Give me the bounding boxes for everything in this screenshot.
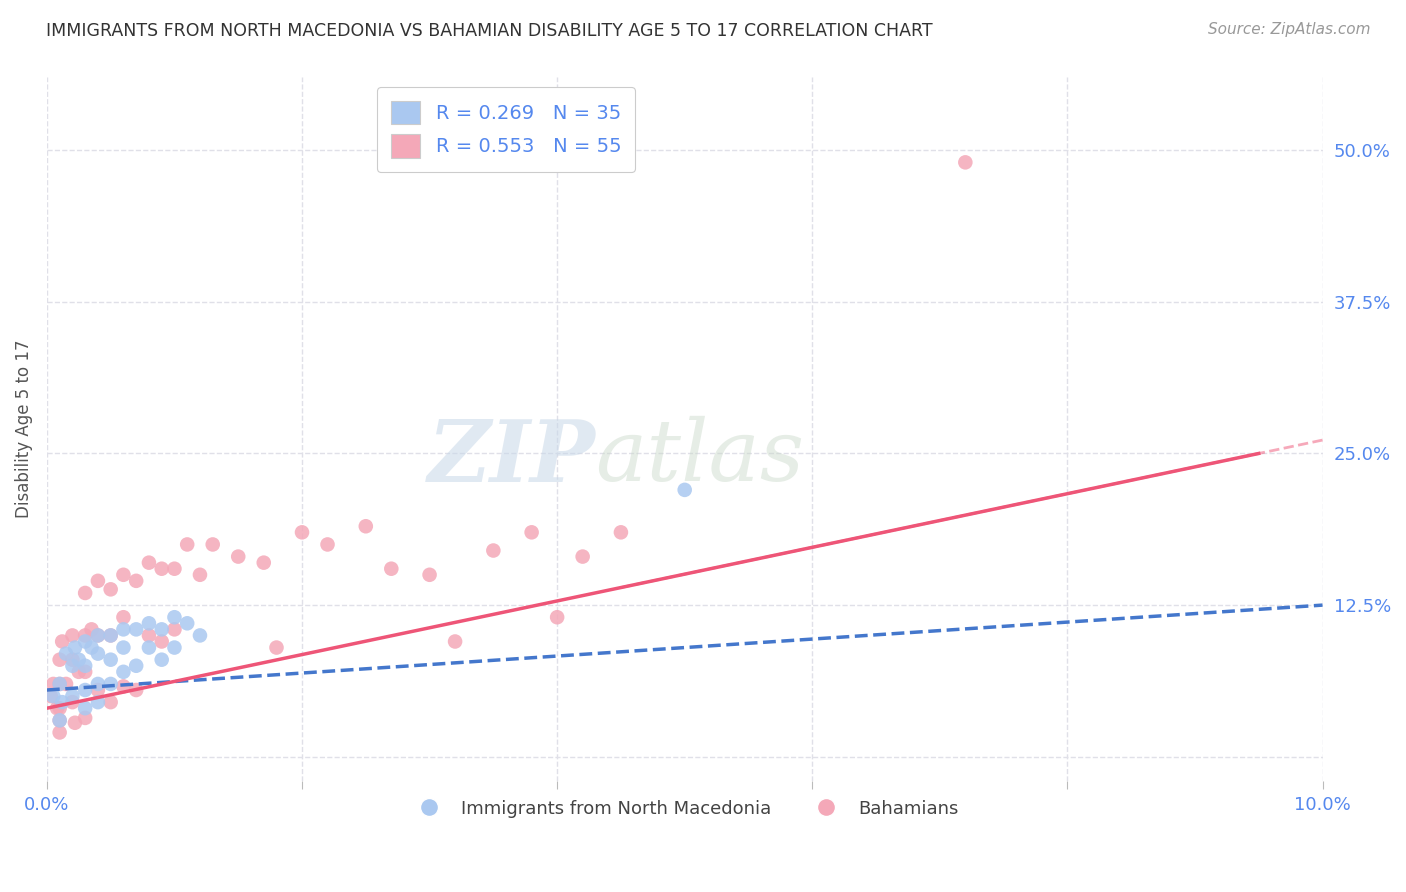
Point: [112, 665, 135, 679]
Point: [48, 701, 70, 715]
Point: [125, 683, 148, 698]
Point: [546, 610, 568, 624]
Point: [188, 567, 211, 582]
Point: [138, 640, 160, 655]
Point: [673, 483, 696, 497]
Point: [87, 647, 110, 661]
Point: [100, 628, 122, 642]
Point: [48, 714, 70, 728]
Point: [75, 665, 97, 679]
Point: [87, 628, 110, 642]
Text: atlas: atlas: [595, 416, 804, 499]
Point: [125, 574, 148, 588]
Point: [380, 562, 402, 576]
Point: [75, 634, 97, 648]
Text: ZIP: ZIP: [427, 416, 595, 500]
Y-axis label: Disability Age 5 to 17: Disability Age 5 to 17: [15, 340, 32, 518]
Point: [48, 714, 70, 728]
Point: [112, 567, 135, 582]
Point: [87, 677, 110, 691]
Point: [112, 679, 135, 693]
Point: [226, 549, 249, 564]
Point: [67, 653, 90, 667]
Point: [87, 628, 110, 642]
Point: [176, 537, 198, 551]
Point: [80, 640, 103, 655]
Point: [60, 689, 83, 703]
Point: [163, 562, 186, 576]
Text: IMMIGRANTS FROM NORTH MACEDONIA VS BAHAMIAN DISABILITY AGE 5 TO 17 CORRELATION C: IMMIGRANTS FROM NORTH MACEDONIA VS BAHAM…: [46, 22, 934, 40]
Point: [150, 623, 173, 637]
Point: [112, 610, 135, 624]
Point: [138, 628, 160, 642]
Point: [60, 653, 83, 667]
Point: [291, 525, 314, 540]
Point: [63, 715, 86, 730]
Point: [51, 695, 73, 709]
Point: [75, 658, 97, 673]
Point: [163, 610, 186, 624]
Point: [520, 525, 543, 540]
Point: [55, 647, 77, 661]
Point: [125, 623, 148, 637]
Point: [955, 155, 977, 169]
Point: [266, 640, 288, 655]
Point: [163, 640, 186, 655]
Point: [150, 653, 173, 667]
Point: [87, 683, 110, 698]
Point: [75, 711, 97, 725]
Point: [176, 616, 198, 631]
Point: [48, 725, 70, 739]
Point: [55, 677, 77, 691]
Legend: Immigrants from North Macedonia, Bahamians: Immigrants from North Macedonia, Bahamia…: [404, 792, 966, 825]
Point: [80, 623, 103, 637]
Point: [482, 543, 505, 558]
Point: [125, 658, 148, 673]
Point: [51, 634, 73, 648]
Point: [39, 689, 62, 703]
Point: [60, 695, 83, 709]
Point: [42, 677, 65, 691]
Point: [46, 701, 69, 715]
Point: [188, 628, 211, 642]
Point: [100, 582, 122, 597]
Point: [112, 623, 135, 637]
Text: Source: ZipAtlas.com: Source: ZipAtlas.com: [1208, 22, 1371, 37]
Point: [48, 677, 70, 691]
Point: [201, 537, 224, 551]
Point: [87, 695, 110, 709]
Point: [100, 695, 122, 709]
Point: [150, 562, 173, 576]
Point: [100, 628, 122, 642]
Point: [60, 658, 83, 673]
Point: [419, 567, 441, 582]
Point: [48, 677, 70, 691]
Point: [42, 689, 65, 703]
Point: [100, 677, 122, 691]
Point: [610, 525, 633, 540]
Point: [48, 653, 70, 667]
Point: [112, 640, 135, 655]
Point: [150, 634, 173, 648]
Point: [571, 549, 593, 564]
Point: [444, 634, 467, 648]
Point: [253, 556, 276, 570]
Point: [60, 628, 83, 642]
Point: [75, 701, 97, 715]
Point: [75, 683, 97, 698]
Point: [100, 653, 122, 667]
Point: [75, 586, 97, 600]
Point: [354, 519, 377, 533]
Point: [163, 623, 186, 637]
Point: [63, 640, 86, 655]
Point: [67, 665, 90, 679]
Point: [138, 556, 160, 570]
Point: [87, 574, 110, 588]
Point: [138, 616, 160, 631]
Point: [316, 537, 339, 551]
Point: [75, 628, 97, 642]
